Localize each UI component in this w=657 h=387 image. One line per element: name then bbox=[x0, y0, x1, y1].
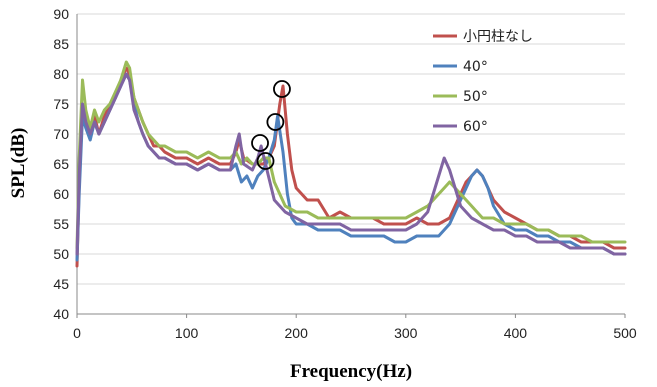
peak-marker-circle bbox=[256, 152, 275, 170]
x-tick-labels: 0 100 200 300 400 500 bbox=[73, 325, 637, 341]
y-tick-label: 70 bbox=[53, 126, 69, 142]
series-line-2 bbox=[75, 60, 627, 250]
peak-marker-circle bbox=[273, 80, 291, 98]
y-axis-label: SPL(dB) bbox=[8, 128, 29, 199]
y-tick-label: 60 bbox=[53, 186, 69, 202]
axes bbox=[76, 14, 626, 318]
series-line-1 bbox=[75, 72, 627, 262]
y-tick-label: 45 bbox=[53, 276, 69, 292]
y-tick-label: 75 bbox=[53, 96, 69, 112]
x-tick-label: 400 bbox=[504, 325, 528, 341]
x-tick-label: 0 bbox=[73, 325, 81, 341]
peak-marker-circle bbox=[251, 134, 269, 152]
legend-label-3: 60° bbox=[463, 119, 488, 135]
peak-annotations bbox=[251, 80, 291, 170]
x-tick-label: 100 bbox=[175, 325, 199, 341]
x-tick-label: 200 bbox=[285, 325, 309, 341]
y-tick-label: 85 bbox=[53, 36, 69, 52]
plot-area bbox=[75, 60, 627, 268]
x-tick-label: 300 bbox=[394, 325, 418, 341]
y-tick-label: 40 bbox=[53, 306, 69, 322]
x-tick-label: 500 bbox=[613, 325, 637, 341]
x-axis-label: Frequency(Hz) bbox=[290, 361, 412, 382]
y-tick-label: 50 bbox=[53, 246, 69, 262]
legend-label-2: 50° bbox=[463, 89, 488, 105]
legend-label-1: 40° bbox=[463, 59, 488, 75]
legend-label-0: 小円柱なし bbox=[463, 29, 533, 45]
gridlines bbox=[77, 13, 625, 285]
y-tick-label: 90 bbox=[53, 6, 69, 22]
y-tick-labels: 40 45 50 55 60 65 70 75 80 85 90 bbox=[53, 6, 69, 322]
series-line-3 bbox=[75, 72, 627, 256]
legend: 小円柱なし 40° 50° 60° bbox=[433, 29, 533, 135]
y-tick-label: 65 bbox=[53, 156, 69, 172]
y-tick-label: 55 bbox=[53, 216, 69, 232]
peak-marker-circle bbox=[266, 113, 285, 131]
y-tick-label: 80 bbox=[53, 66, 69, 82]
